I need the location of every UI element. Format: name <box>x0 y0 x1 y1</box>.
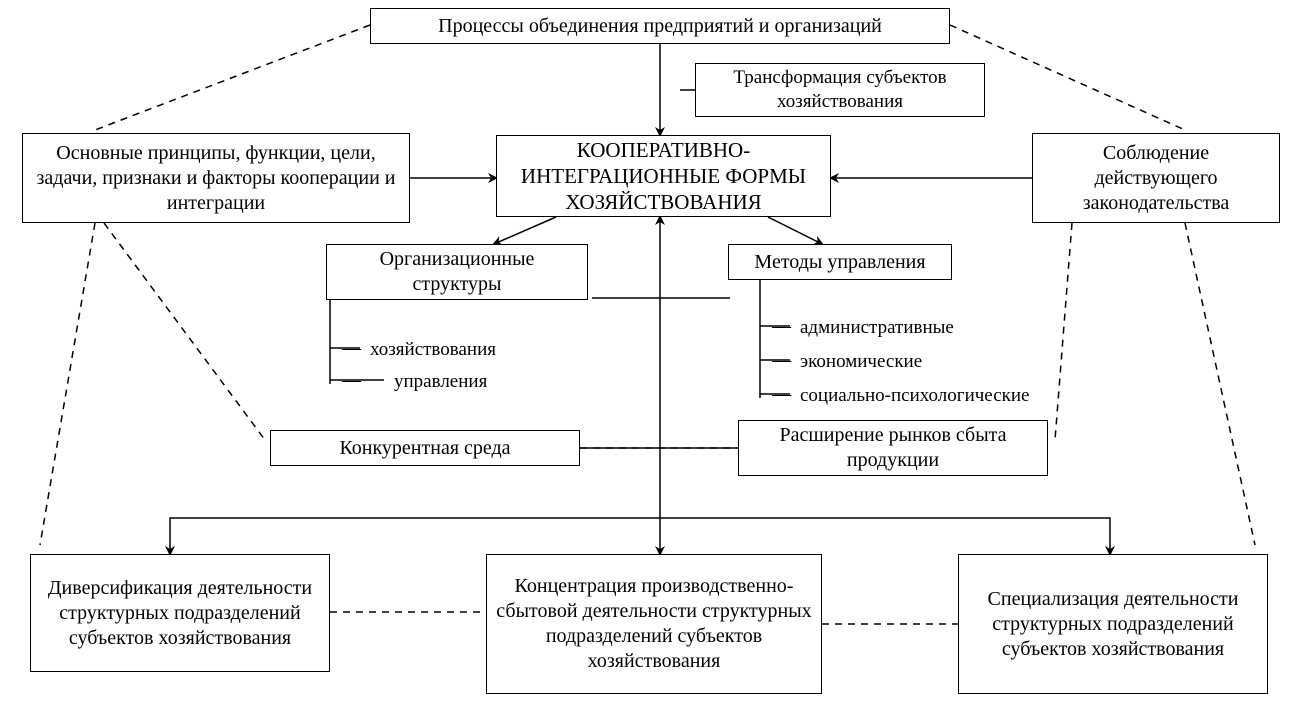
node-b_mid-label: Концентрация производственно-сбытовой де… <box>495 574 813 674</box>
label-org2: управления <box>394 370 487 395</box>
node-right-label: Соблюдение действующего законодательства <box>1041 141 1271 216</box>
node-org: Организационные структуры <box>326 244 588 300</box>
node-top-label: Процессы объединения предприятий и орган… <box>438 14 882 39</box>
node-org-label: Организационные структуры <box>335 247 579 297</box>
node-center-label: КООПЕРАТИВНО-ИНТЕГРАЦИОННЫЕ ФОРМЫ ХОЗЯЙС… <box>505 137 822 216</box>
node-expand-label: Расширение рынков сбыта продукции <box>747 423 1039 473</box>
label-met3: социально-психологические <box>800 384 1029 409</box>
node-left: Основные принципы, функции, цели, задачи… <box>22 133 410 223</box>
node-b_right: Специализация деятельности структурных п… <box>958 554 1268 694</box>
node-transf: Трансформация субъектов хозяйствования <box>695 63 985 117</box>
dash-d_org2: — <box>342 370 361 392</box>
node-b_right-label: Специализация деятельности структурных п… <box>967 587 1259 662</box>
node-b_left: Диверсификация деятельности структурных … <box>30 554 330 672</box>
label-met2: экономические <box>800 350 922 375</box>
node-b_mid: Концентрация производственно-сбытовой де… <box>486 554 822 694</box>
dash-d_met2: — <box>772 350 791 372</box>
node-methods: Методы управления <box>728 244 952 280</box>
dash-d_org1: — <box>342 338 361 360</box>
node-right: Соблюдение действующего законодательства <box>1032 133 1280 223</box>
diagram-canvas: Процессы объединения предприятий и орган… <box>0 0 1300 702</box>
dash-d_met3: — <box>772 384 791 406</box>
node-methods-label: Методы управления <box>754 250 925 275</box>
node-left-label: Основные принципы, функции, цели, задачи… <box>31 141 401 216</box>
label-met1: административные <box>800 316 954 341</box>
node-compet: Конкурентная среда <box>270 430 580 466</box>
node-b_left-label: Диверсификация деятельности структурных … <box>39 576 321 651</box>
node-center: КООПЕРАТИВНО-ИНТЕГРАЦИОННЫЕ ФОРМЫ ХОЗЯЙС… <box>496 135 831 217</box>
node-top: Процессы объединения предприятий и орган… <box>370 8 950 44</box>
label-org1: хозяйствования <box>370 338 496 363</box>
node-expand: Расширение рынков сбыта продукции <box>738 420 1048 476</box>
node-transf-label: Трансформация субъектов хозяйствования <box>704 66 976 114</box>
node-compet-label: Конкурентная среда <box>339 436 510 461</box>
dash-d_met1: — <box>772 316 791 338</box>
